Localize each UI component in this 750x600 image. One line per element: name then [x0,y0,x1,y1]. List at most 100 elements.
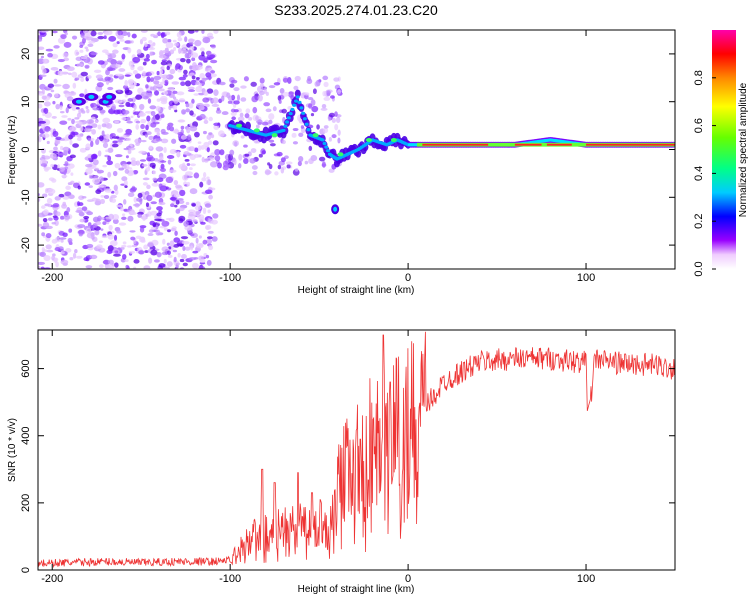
spectrogram-noise-blob [248,117,252,121]
spectrogram-ridge-mid [292,104,296,107]
spectrogram-noise-blob [178,120,184,122]
spectrogram-noise-blob [90,52,97,55]
spectrogram-noise-blob [142,164,148,167]
spectrogram-noise-blob [160,168,166,172]
spectrogram-noise-blob [167,261,173,267]
spectrogram-noise-blob [231,80,237,84]
spectrogram-noise-blob [192,76,196,80]
spectrogram-noise-blob [51,90,55,93]
spectrogram-noise-blob [107,58,114,62]
spectrogram-noise-blob [115,74,123,77]
spectrogram-panel: -200 -100 0 100 -20-1001020 Height of strai… [7,27,676,296]
spectrogram-noise-blob [66,107,69,113]
snr-marks [38,332,675,567]
spectrogram-noise-blob [102,130,105,136]
spectrogram-noise-blob [72,36,77,40]
spectrogram-noise-blob [193,93,199,96]
spectrogram-noise-blob [178,100,186,103]
spectrogram-noise-blob [262,122,269,126]
spectrogram-noise-blob [141,140,147,142]
spectrogram-noise-blob [84,128,92,132]
spectrogram-noise-blob [196,238,199,244]
spectrogram-noise-blob [213,123,220,126]
spectrogram-noise-blob [334,111,338,117]
spectrogram-noise-blob [71,72,77,78]
spectrogram-noise-blob [130,40,134,43]
spectrogram-noise-blob [62,147,69,152]
spectrogram-noise-blob [122,254,126,260]
spectrogram-ridge-mid [285,120,289,123]
spectrogram-noise-blob [177,32,182,38]
colorbar-tick-label: 0.4 [693,166,705,181]
spectrogram-noise-blob [55,104,60,110]
spectrogram-noise-blob [83,36,89,39]
spectrogram-noise-blob [83,216,89,219]
spectrogram-noise-blob [52,116,57,119]
spectrogram-noise-blob [127,47,131,53]
spectrogram-ridge-mid [301,112,305,115]
spectrogram-noise-blob [238,163,241,168]
spectrogram-noise-blob [250,82,256,87]
spectrogram-noise-blob [243,145,248,148]
spectrogram-noise-blob [114,120,119,123]
spectrogram-noise-blob [192,251,198,254]
spectrogram-noise-blob [173,250,177,252]
spectrogram-noise-blob [182,246,185,251]
spectrogram-noise-blob [195,201,201,207]
spectrogram-noise-blob [199,114,205,119]
spectrogram-noise-blob [153,171,157,175]
spectrogram-noise-blob [207,179,211,185]
spectrogram-noise-blob [66,207,70,212]
spectrogram-noise-blob [240,85,247,88]
spectrogram-noise-blob [146,116,150,122]
spectrogram-noise-blob [86,109,89,114]
spectrogram-noise-blob [279,100,282,104]
spectrogram-noise-blob [178,37,183,41]
spectrogram-noise-blob [69,240,72,244]
colorbar-tick-label: 0.2 [693,214,705,229]
spectrogram-hot-spot [236,124,242,128]
spectrogram-noise-blob [180,145,186,149]
colorbar-tick-label: 0.8 [693,70,705,85]
spectrogram-noise-blob [140,119,146,124]
spectrogram-noise-blob [174,231,177,236]
spectrogram-noise-blob [160,82,166,85]
spectrogram-noise-blob [203,131,207,134]
spectrogram-noise-blob [76,52,79,55]
spectrogram-noise-blob [307,76,311,81]
spectrogram-noise-blob [42,96,47,100]
spectrogram-noise-blob [60,252,65,255]
spectrogram-noise-blob [61,115,67,118]
spectrogram-noise-blob [45,226,53,229]
spectrogram-noise-blob [173,237,180,242]
spectrogram-noise-blob [112,104,116,110]
spectrogram-noise-blob [200,222,206,225]
spectrogram-noise-blob [52,31,58,34]
spectrogram-noise-blob [96,221,101,225]
spectrogram-noise-blob [68,163,75,169]
spectrogram-noise-blob [142,71,146,76]
spectrogram-noise-blob [123,110,130,114]
spectrogram-noise-blob [333,77,339,81]
spectrogram-noise-blob [105,190,112,193]
y-tick-label: 0 [20,567,32,573]
spectrogram-noise-blob [140,124,145,129]
snr-xlabel: Height of straight line (km) [298,584,415,595]
spectrogram-noise-blob [111,198,116,203]
spectrogram-noise-blob [121,217,126,220]
spectrogram-noise-blob [200,259,206,263]
spectrogram-noise-blob [233,159,236,165]
spectrogram-noise-blob [126,155,129,158]
spectrogram-noise-blob [95,120,98,123]
spectrogram-noise-blob [146,54,150,59]
spectrogram-noise-blob [123,209,127,212]
spectrogram-noise-blob [263,102,270,106]
spectrogram-noise-blob [79,45,83,48]
spectrogram-noise-blob [181,254,187,259]
spectrogram-noise-blob [323,82,328,87]
spectrogram-noise-blob [130,237,135,241]
spectrogram-noise-blob [70,131,75,137]
spectrogram-noise-blob [168,159,172,164]
spectrogram-noise-blob [173,105,178,110]
spectrogram-noise-blob [150,201,157,204]
